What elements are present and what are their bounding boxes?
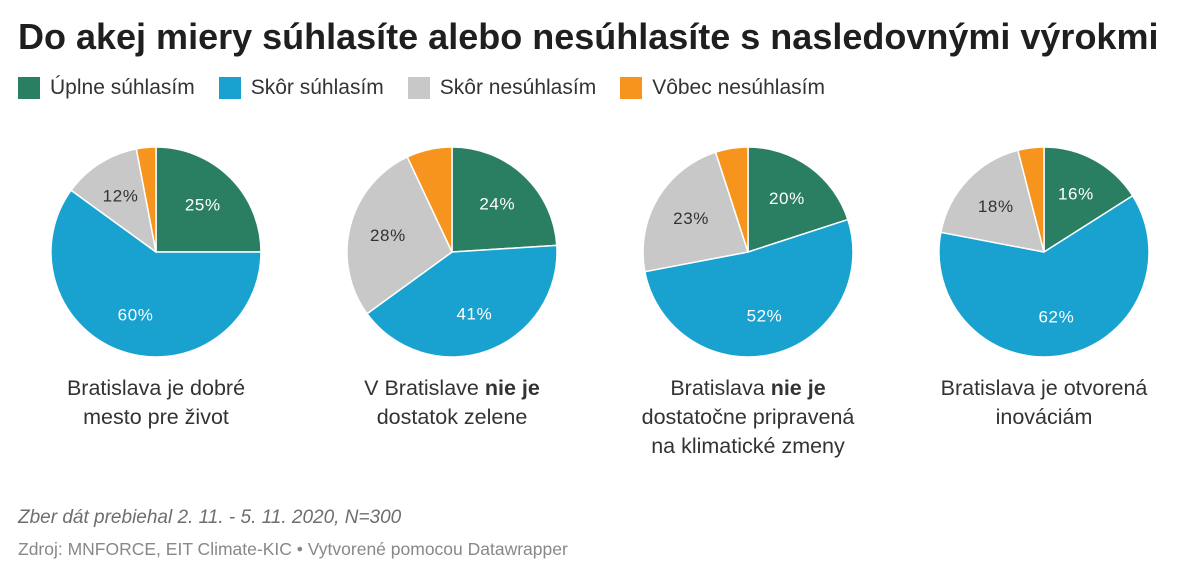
pie-caption-text: dostatočne pripravená na klimatické zmen… (641, 405, 855, 458)
pie-value-label: 25% (185, 196, 221, 215)
legend: Úplne súhlasím Skôr súhlasím Skôr nesúhl… (18, 75, 849, 101)
legend-item-vobec-nesuhlasim: Vôbec nesúhlasím (620, 75, 825, 101)
pie-slice-skor-suhlasim: Skôr súhlasím (366, 244, 558, 358)
source-text: Zdroj: MNFORCE, EIT Climate-KIC (18, 539, 292, 559)
pie-value-label: 62% (1038, 308, 1074, 327)
pie-value-label: 41% (456, 305, 492, 324)
source-line: Zdroj: MNFORCE, EIT Climate-KIC • Vytvor… (18, 538, 568, 560)
datawrapper-credit-link[interactable]: Vytvorené pomocou Datawrapper (307, 539, 568, 559)
pie-caption-emphasis: nie je (770, 376, 826, 400)
pie-caption-text: dostatok zelene (376, 405, 528, 429)
pie-slice-skor-nesuhlasim: Skôr nesúhlasím (940, 149, 1045, 253)
pie-caption-emphasis: nie je (484, 376, 540, 400)
pie-slice-skor-suhlasim: Skôr súhlasím (50, 189, 262, 358)
pie-slice-uplne-suhlasim: Úplne súhlasím (451, 146, 558, 253)
pie-value-label: 23% (673, 209, 709, 228)
pie-slice-skor-nesuhlasim: Skôr nesúhlasím (642, 151, 749, 273)
pie-caption-text: Bratislava je dobré mesto pre život (66, 376, 246, 429)
pie-value-label: 16% (1058, 185, 1094, 204)
pie-value-label: 20% (769, 189, 805, 208)
source-separator: • (296, 539, 303, 559)
pie-caption: Bratislava nie je dostatočne pripravená … (634, 374, 862, 461)
pie-value-label: 60% (118, 305, 154, 324)
pie-slice-skor-nesuhlasim: Skôr nesúhlasím (70, 148, 157, 253)
chart-notes: Zber dát prebiehal 2. 11. - 5. 11. 2020,… (18, 507, 402, 528)
legend-swatch-skor-suhlasim (218, 77, 241, 99)
pie-slice-skor-suhlasim: Skôr súhlasím (644, 218, 854, 358)
legend-label-vobec-nesuhlasim: Vôbec nesúhlasím (652, 76, 825, 99)
pie-slice-skor-nesuhlasim: Skôr nesúhlasím (346, 156, 453, 315)
pie-slice-vobec-nesuhlasim: Vôbec nesúhlasím (406, 146, 453, 253)
legend-swatch-uplne-suhlasim (18, 77, 40, 99)
pie-caption-text: Bratislava je otvorená inováciám (940, 376, 1148, 429)
pie-caption: Bratislava je dobré mesto pre život (42, 374, 270, 432)
pie-slice-skor-suhlasim: Skôr súhlasím (938, 194, 1150, 358)
legend-label-uplne-suhlasim: Úplne súhlasím (50, 76, 195, 99)
legend-item-skor-suhlasim: Skôr súhlasím (218, 75, 384, 101)
legend-item-skor-nesuhlasim: Skôr nesúhlasím (407, 75, 597, 101)
pie-slice-uplne-suhlasim: Úplne súhlasím (155, 146, 262, 253)
pie-caption-text: V Bratislave (364, 376, 479, 400)
pie-caption-text: Bratislava (670, 376, 765, 400)
pie-value-label: 12% (103, 187, 139, 206)
chart-title: Do akej miery súhlasíte alebo nesúhlasít… (18, 16, 1159, 57)
pie-caption: V Bratislave nie je dostatok zelene (338, 374, 566, 432)
pie-caption: Bratislava je otvorená inováciám (930, 374, 1158, 432)
pie-value-label: 24% (479, 194, 515, 213)
pie-value-label: 28% (370, 226, 406, 245)
pie-slice-uplne-suhlasim: Úplne súhlasím (747, 146, 849, 253)
legend-label-skor-suhlasim: Skôr súhlasím (250, 76, 384, 99)
legend-label-skor-nesuhlasim: Skôr nesúhlasím (439, 76, 597, 99)
legend-swatch-skor-nesuhlasim (407, 77, 430, 99)
legend-swatch-vobec-nesuhlasim (620, 77, 643, 99)
pie-slice-vobec-nesuhlasim: Vôbec nesúhlasím (135, 146, 157, 253)
pie-slice-uplne-suhlasim: Úplne súhlasím (1043, 146, 1134, 253)
pie-value-label: 18% (978, 197, 1014, 216)
legend-item-uplne-suhlasim: Úplne súhlasím (18, 75, 195, 101)
pie-value-label: 52% (747, 307, 783, 326)
pie-slice-vobec-nesuhlasim: Vôbec nesúhlasím (1017, 146, 1045, 253)
pie-slice-vobec-nesuhlasim: Vôbec nesúhlasím (714, 146, 749, 253)
